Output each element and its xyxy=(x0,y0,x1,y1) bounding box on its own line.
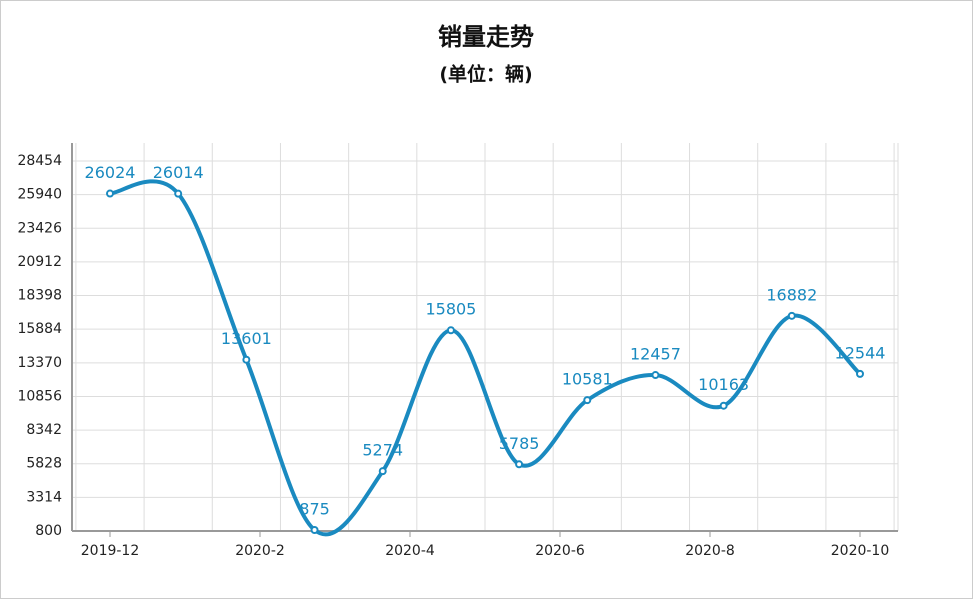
value-label: 15805 xyxy=(425,300,476,319)
value-label: 10581 xyxy=(562,370,613,389)
value-label: 26024 xyxy=(85,163,136,182)
value-label: 5274 xyxy=(362,441,403,460)
value-label: 16882 xyxy=(766,285,817,304)
y-tick-label: 8342 xyxy=(26,422,62,438)
point xyxy=(446,326,455,335)
value-label: 26014 xyxy=(153,163,204,182)
y-tick-label: 3314 xyxy=(26,489,62,505)
value-label: 13601 xyxy=(221,329,272,348)
point xyxy=(174,189,183,198)
point xyxy=(719,401,728,410)
chart-title: 销量走势 xyxy=(438,23,534,51)
x-tick-label: 2020-2 xyxy=(235,543,285,559)
y-tick-label: 15884 xyxy=(17,321,62,337)
y-tick-label: 10856 xyxy=(17,388,62,404)
y-tick-label: 18398 xyxy=(17,288,62,304)
y-tick-label: 800 xyxy=(35,523,62,539)
point xyxy=(106,189,114,198)
y-tick-label: 13370 xyxy=(17,355,62,371)
point xyxy=(583,396,592,405)
y-tick-label: 28454 xyxy=(17,153,62,169)
point xyxy=(378,467,387,476)
line xyxy=(109,179,862,537)
point xyxy=(310,525,319,534)
chart-subtitle: (单位：辆) xyxy=(439,63,532,86)
y-tick-label: 25940 xyxy=(17,187,62,203)
value-label: 875 xyxy=(299,499,330,518)
x-tick-label: 2019-12 xyxy=(81,543,140,559)
x-tick-label: 2020-6 xyxy=(535,543,585,559)
y-tick-label: 23426 xyxy=(17,220,62,236)
value-label: 12457 xyxy=(630,345,681,364)
x-tick-label: 2020-8 xyxy=(685,543,735,559)
x-tick-label: 2020-4 xyxy=(385,543,435,559)
point xyxy=(242,355,251,364)
point xyxy=(787,311,796,320)
value-label: 12544 xyxy=(835,343,886,362)
value-label: 10163 xyxy=(698,375,749,394)
point xyxy=(856,369,864,378)
y-tick-label: 20912 xyxy=(17,254,62,270)
x-tick-label: 2020-10 xyxy=(831,543,890,559)
y-tick-label: 5828 xyxy=(26,456,62,472)
value-label: 5785 xyxy=(499,434,540,453)
point xyxy=(515,460,524,469)
point xyxy=(651,371,660,380)
